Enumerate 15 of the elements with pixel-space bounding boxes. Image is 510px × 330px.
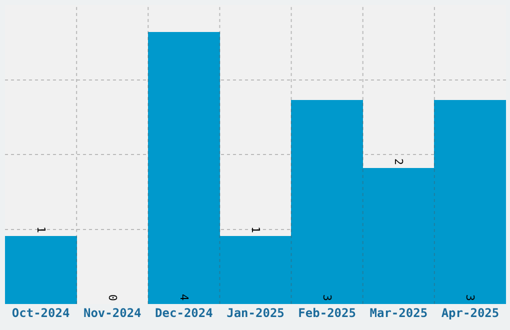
x-tick-label: Nov-2024 <box>83 306 142 320</box>
x-tick-label: Apr-2025 <box>441 306 500 320</box>
data-label: 4 <box>178 294 190 301</box>
x-tick-label: Dec-2024 <box>155 306 213 320</box>
data-label: 3 <box>320 294 334 301</box>
x-tick-label: Jan-2025 <box>226 306 284 320</box>
data-label: 1 <box>249 226 262 233</box>
x-tick-label: Oct-2024 <box>12 306 70 320</box>
x-tick-label: Mar-2025 <box>370 306 428 320</box>
data-label: 3 <box>464 294 476 301</box>
data-label: 0 <box>106 294 119 301</box>
data-label: 2 <box>392 158 405 165</box>
data-label: 1 <box>34 226 48 233</box>
x-tick-label: Feb-2025 <box>298 306 356 320</box>
bar <box>5 236 77 304</box>
